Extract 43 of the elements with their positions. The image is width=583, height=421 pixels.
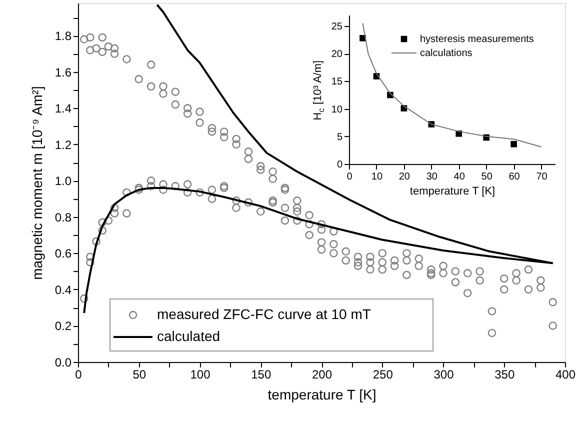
y-tick-label: 1.4 <box>54 102 72 116</box>
point <box>510 140 517 148</box>
legend-label: measured ZFC-FC curve at 10 mT <box>157 306 372 322</box>
x-tick-label: 50 <box>132 368 146 382</box>
x-tick-label: 150 <box>251 368 272 382</box>
y-tick-label: 0.4 <box>54 282 72 297</box>
y-tick-label: 0.8 <box>54 210 72 224</box>
line-series <box>362 22 542 148</box>
x-tick-label: 400 <box>555 368 576 382</box>
x-tick-label: 60 <box>508 172 520 182</box>
x-axis-title: temperature T [K] <box>410 186 496 198</box>
x-tick-label: 40 <box>454 172 466 182</box>
y-tick-label: 1.8 <box>54 29 72 44</box>
x-tick-label: 0 <box>75 368 82 382</box>
y-tick-label: 0 <box>336 160 343 170</box>
y-tick-label: 1.6 <box>54 65 72 80</box>
legend-label: calculated <box>157 328 220 344</box>
x-tick-label: 100 <box>190 368 211 382</box>
y-tick-label: 20 <box>331 49 343 60</box>
y-tick-label: 5 <box>336 132 343 143</box>
y-axis-title: Hc [10³ A/m] <box>312 60 326 120</box>
legend-label: calculations <box>420 48 472 59</box>
x-tick-label: 10 <box>371 172 383 182</box>
x-tick-label: 350 <box>494 368 515 382</box>
x-tick-label: 200 <box>312 368 332 382</box>
y-axis-title: magnetic moment m [10⁻⁹ Am²] <box>28 86 45 280</box>
y-tick-label: 1.0 <box>54 174 72 188</box>
x-tick-label: 20 <box>398 172 410 182</box>
y-tick-label: 0.0 <box>54 356 72 370</box>
y-tick-label: 25 <box>331 22 343 33</box>
y-tick-label: 10 <box>331 104 343 116</box>
x-tick-label: 250 <box>372 368 394 382</box>
y-tick-label: 1.2 <box>54 138 72 152</box>
y-tick-label: 0.6 <box>54 246 72 261</box>
x-axis-title: temperature T [K] <box>268 386 376 402</box>
x-tick-label: 70 <box>536 172 548 182</box>
y-tick-label: 0.2 <box>54 319 72 334</box>
x-tick-label: 50 <box>481 172 493 182</box>
y-tick-label: 15 <box>331 76 343 88</box>
x-tick-label: 0 <box>346 172 353 182</box>
legend-label: hysteresis measurements <box>420 34 534 45</box>
x-tick-label: 30 <box>426 172 438 182</box>
x-tick-label: 300 <box>434 368 454 382</box>
